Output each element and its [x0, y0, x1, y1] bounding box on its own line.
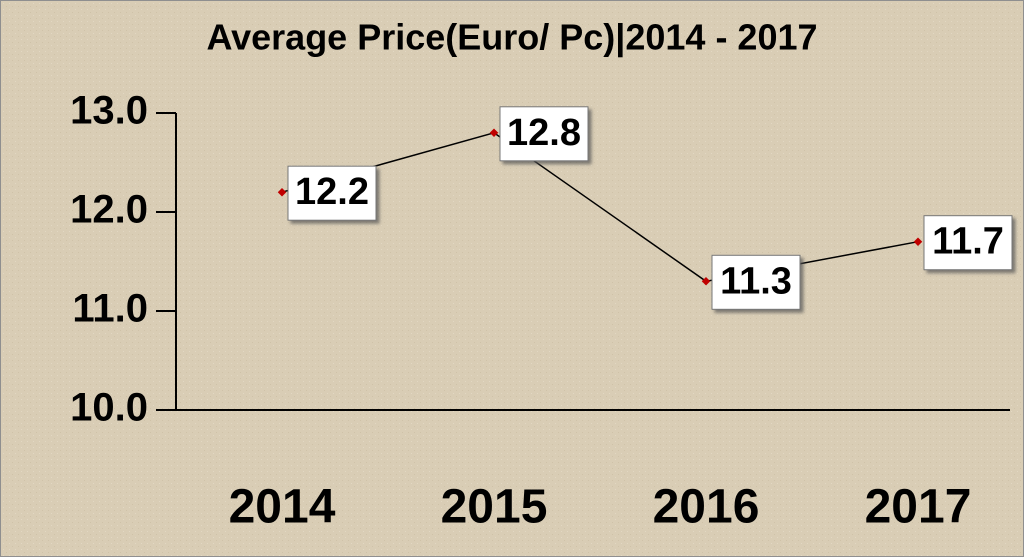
data-label-box — [499, 106, 589, 162]
x-tick-label: 2015 — [441, 481, 548, 534]
y-tick-label: 13.0 — [70, 89, 148, 133]
data-label-box — [923, 215, 1013, 271]
x-tick-label: 2014 — [229, 481, 336, 534]
marker — [277, 187, 287, 197]
data-label: 12.2 — [295, 171, 369, 213]
marker — [701, 277, 711, 286]
y-tick-label: 12.0 — [70, 188, 148, 232]
data-label-box — [287, 165, 377, 221]
chart-title: Average Price(Euro/ Pc)|2014 - 2017 — [206, 17, 817, 59]
y-tick-label: 11.0 — [72, 287, 148, 331]
data-label: 11.7 — [932, 221, 1004, 263]
data-label: 11.3 — [720, 260, 792, 302]
data-label: 12.8 — [507, 112, 581, 154]
x-tick-label: 2017 — [865, 481, 972, 534]
marker — [489, 128, 499, 138]
y-tick-label: 10.0 — [70, 386, 148, 430]
data-label-box — [711, 254, 801, 310]
x-tick-label: 2016 — [653, 481, 760, 534]
line — [281, 131, 919, 283]
